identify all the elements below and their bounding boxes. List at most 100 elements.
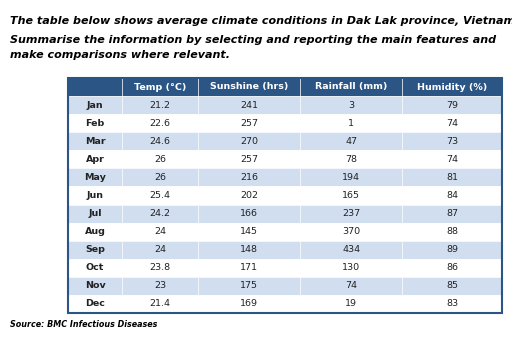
Text: Jun: Jun bbox=[87, 191, 103, 200]
Bar bbox=[402, 259, 502, 277]
Bar bbox=[122, 114, 198, 132]
Bar bbox=[402, 96, 502, 114]
Text: 270: 270 bbox=[240, 137, 258, 146]
Bar bbox=[402, 223, 502, 241]
Bar bbox=[68, 168, 122, 186]
Text: 171: 171 bbox=[240, 263, 258, 272]
Text: 74: 74 bbox=[446, 119, 458, 128]
Bar bbox=[198, 295, 300, 313]
Text: 21.4: 21.4 bbox=[150, 299, 170, 308]
Bar bbox=[300, 223, 402, 241]
Bar bbox=[198, 168, 300, 186]
Bar bbox=[198, 259, 300, 277]
Text: 166: 166 bbox=[240, 209, 258, 218]
Text: 86: 86 bbox=[446, 263, 458, 272]
Text: Apr: Apr bbox=[86, 155, 104, 164]
Bar bbox=[402, 295, 502, 313]
Bar bbox=[122, 78, 198, 96]
Bar bbox=[68, 186, 122, 204]
Bar bbox=[68, 78, 502, 313]
Bar bbox=[68, 150, 122, 168]
Bar bbox=[300, 78, 402, 96]
Bar bbox=[402, 150, 502, 168]
Bar bbox=[122, 241, 198, 259]
Text: 23: 23 bbox=[154, 281, 166, 291]
Bar bbox=[122, 150, 198, 168]
Text: 19: 19 bbox=[345, 299, 357, 308]
Bar bbox=[68, 204, 122, 223]
Bar bbox=[198, 223, 300, 241]
Bar bbox=[300, 186, 402, 204]
Bar bbox=[300, 132, 402, 150]
Bar bbox=[402, 78, 502, 96]
Bar bbox=[198, 204, 300, 223]
Text: 24: 24 bbox=[154, 227, 166, 236]
Bar bbox=[122, 295, 198, 313]
Text: 145: 145 bbox=[240, 227, 258, 236]
Bar bbox=[300, 168, 402, 186]
Text: 3: 3 bbox=[348, 100, 354, 109]
Bar bbox=[122, 223, 198, 241]
Text: Source: BMC Infectious Diseases: Source: BMC Infectious Diseases bbox=[10, 320, 157, 329]
Bar bbox=[300, 241, 402, 259]
Bar bbox=[198, 78, 300, 96]
Bar bbox=[68, 114, 122, 132]
Text: 130: 130 bbox=[342, 263, 360, 272]
Text: 241: 241 bbox=[240, 100, 258, 109]
Bar bbox=[402, 204, 502, 223]
Text: 257: 257 bbox=[240, 119, 258, 128]
Text: 257: 257 bbox=[240, 155, 258, 164]
Text: Summarise the information by selecting and reporting the main features and
make : Summarise the information by selecting a… bbox=[10, 35, 496, 60]
Bar bbox=[300, 259, 402, 277]
Text: 194: 194 bbox=[342, 173, 360, 182]
Text: 79: 79 bbox=[446, 100, 458, 109]
Bar bbox=[198, 114, 300, 132]
Bar bbox=[300, 295, 402, 313]
Text: 434: 434 bbox=[342, 245, 360, 254]
Text: 169: 169 bbox=[240, 299, 258, 308]
Text: Jan: Jan bbox=[87, 100, 103, 109]
Bar bbox=[68, 259, 122, 277]
Text: 237: 237 bbox=[342, 209, 360, 218]
Bar bbox=[198, 241, 300, 259]
Bar bbox=[300, 150, 402, 168]
Text: 47: 47 bbox=[345, 137, 357, 146]
Bar bbox=[122, 168, 198, 186]
Bar bbox=[300, 96, 402, 114]
Text: The table below shows average climate conditions in Dak Lak province, Vietnam.: The table below shows average climate co… bbox=[10, 16, 512, 26]
Bar bbox=[68, 132, 122, 150]
Bar bbox=[198, 150, 300, 168]
Text: May: May bbox=[84, 173, 106, 182]
Bar bbox=[300, 114, 402, 132]
Text: 24.6: 24.6 bbox=[150, 137, 170, 146]
Text: 202: 202 bbox=[240, 191, 258, 200]
Text: 84: 84 bbox=[446, 191, 458, 200]
Text: 78: 78 bbox=[345, 155, 357, 164]
Bar bbox=[402, 186, 502, 204]
Bar bbox=[68, 223, 122, 241]
Text: 25.4: 25.4 bbox=[150, 191, 170, 200]
Text: Dec: Dec bbox=[85, 299, 105, 308]
Bar bbox=[68, 277, 122, 295]
Bar bbox=[122, 96, 198, 114]
Bar bbox=[402, 241, 502, 259]
Text: 148: 148 bbox=[240, 245, 258, 254]
Text: Feb: Feb bbox=[86, 119, 105, 128]
Text: 175: 175 bbox=[240, 281, 258, 291]
Text: 23.8: 23.8 bbox=[150, 263, 171, 272]
Bar bbox=[68, 295, 122, 313]
Bar bbox=[122, 277, 198, 295]
Text: 22.6: 22.6 bbox=[150, 119, 170, 128]
Text: Mar: Mar bbox=[85, 137, 105, 146]
Text: 73: 73 bbox=[446, 137, 458, 146]
Bar bbox=[122, 186, 198, 204]
Text: 89: 89 bbox=[446, 245, 458, 254]
Text: 88: 88 bbox=[446, 227, 458, 236]
Text: 370: 370 bbox=[342, 227, 360, 236]
Text: 26: 26 bbox=[154, 173, 166, 182]
Text: Aug: Aug bbox=[84, 227, 105, 236]
Bar bbox=[402, 277, 502, 295]
Text: 165: 165 bbox=[342, 191, 360, 200]
Text: Jul: Jul bbox=[89, 209, 102, 218]
Text: Temp (°C): Temp (°C) bbox=[134, 83, 186, 92]
